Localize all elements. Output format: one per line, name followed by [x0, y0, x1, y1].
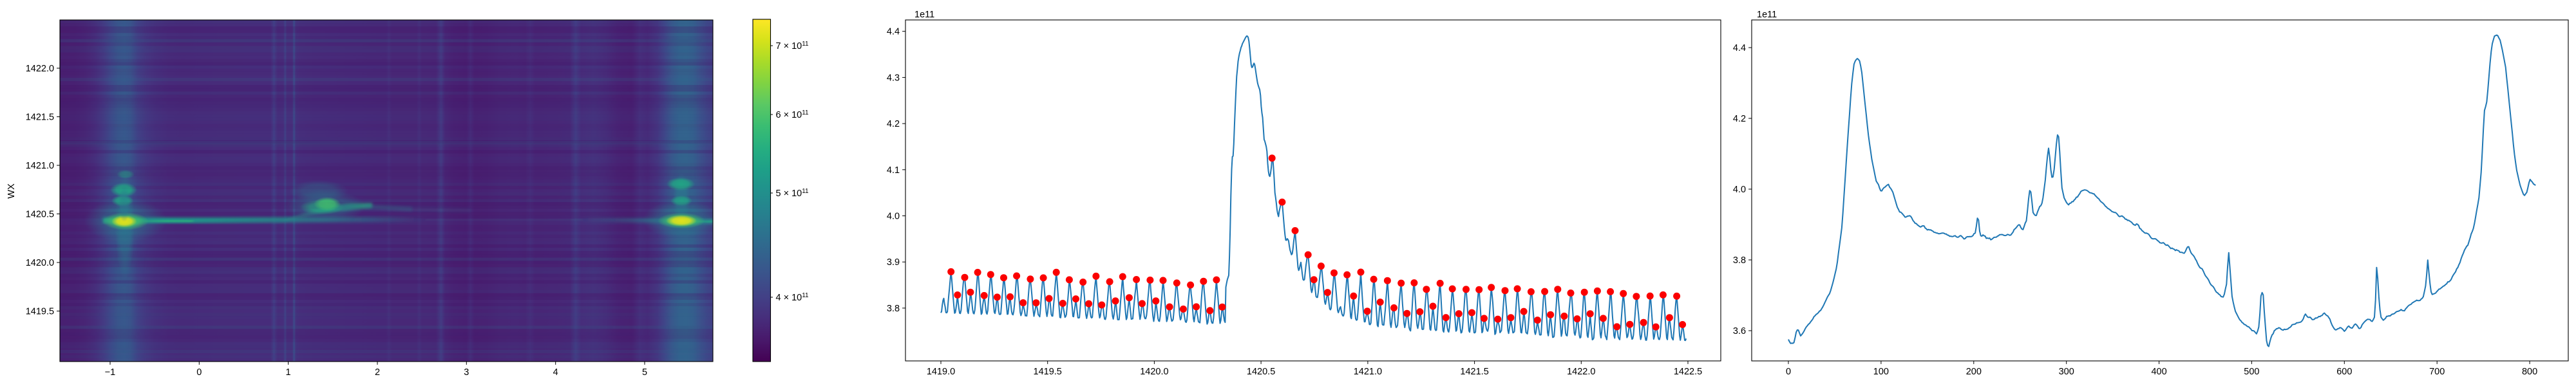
svg-text:3.9: 3.9	[887, 257, 900, 268]
svg-text:4.4: 4.4	[887, 27, 900, 37]
svg-text:1420.0: 1420.0	[1140, 367, 1168, 377]
svg-text:4.0: 4.0	[1733, 185, 1746, 195]
svg-text:300: 300	[2059, 367, 2074, 377]
svg-text:4.1: 4.1	[887, 165, 900, 176]
svg-text:4.4: 4.4	[1733, 43, 1746, 53]
svg-text:200: 200	[1966, 367, 1982, 377]
svg-text:1421.0: 1421.0	[26, 161, 54, 171]
svg-text:2: 2	[375, 367, 380, 378]
svg-text:1419.5: 1419.5	[1034, 367, 1062, 377]
svg-text:100: 100	[1873, 367, 1889, 377]
svg-text:600: 600	[2336, 367, 2352, 377]
svg-text:1419.5: 1419.5	[26, 307, 54, 317]
svg-text:0: 0	[1786, 367, 1791, 377]
svg-text:400: 400	[2151, 367, 2166, 377]
svg-text:1e11: 1e11	[914, 10, 934, 20]
svg-text:−1: −1	[105, 367, 116, 378]
svg-text:7 × 1011: 7 × 1011	[776, 41, 810, 51]
svg-text:1420.0: 1420.0	[26, 258, 54, 268]
svg-text:1422.0: 1422.0	[26, 64, 54, 74]
svg-text:1: 1	[286, 367, 291, 378]
svg-text:1421.0: 1421.0	[1354, 367, 1382, 377]
svg-text:1422.5: 1422.5	[1674, 367, 1702, 377]
svg-text:1419.0: 1419.0	[927, 367, 955, 377]
svg-text:5: 5	[642, 367, 647, 378]
svg-text:4.2: 4.2	[1733, 114, 1746, 124]
svg-text:1421.5: 1421.5	[1460, 367, 1488, 377]
svg-text:700: 700	[2429, 367, 2445, 377]
svg-text:1e11: 1e11	[1757, 10, 1777, 20]
svg-text:800: 800	[2522, 367, 2537, 377]
svg-text:4: 4	[553, 367, 558, 378]
svg-text:1420.5: 1420.5	[1247, 367, 1275, 377]
svg-text:1422.0: 1422.0	[1567, 367, 1595, 377]
svg-text:3: 3	[464, 367, 469, 378]
svg-text:4.0: 4.0	[887, 212, 900, 222]
svg-text:1420.5: 1420.5	[26, 210, 54, 220]
svg-text:3.8: 3.8	[887, 304, 900, 314]
svg-text:4.2: 4.2	[887, 119, 900, 129]
svg-text:0: 0	[196, 367, 202, 378]
svg-text:4 × 1011: 4 × 1011	[776, 292, 810, 303]
svg-text:6 × 1011: 6 × 1011	[776, 109, 810, 120]
svg-text:5 × 1011: 5 × 1011	[776, 188, 810, 199]
svg-text:1421.5: 1421.5	[26, 113, 54, 123]
svg-text:500: 500	[2244, 367, 2259, 377]
svg-text:4.3: 4.3	[887, 73, 900, 83]
svg-text:3.6: 3.6	[1733, 326, 1746, 336]
svg-text:3.8: 3.8	[1733, 255, 1746, 266]
svg-text:WX: WX	[6, 183, 17, 199]
